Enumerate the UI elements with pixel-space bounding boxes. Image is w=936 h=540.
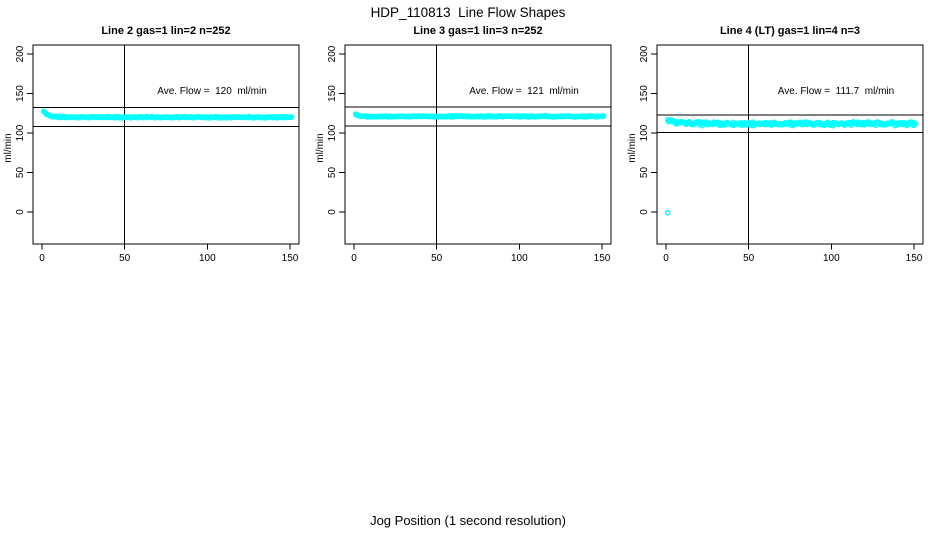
data-point (600, 113, 607, 119)
y-tick-label: 50 (327, 167, 338, 179)
y-axis-label: ml/min (3, 133, 14, 163)
plot-border (32, 44, 300, 245)
y-tick-label: 50 (15, 167, 26, 179)
y-tick-label: 100 (327, 124, 338, 141)
x-tick-label: 100 (511, 253, 528, 264)
panel-line-4: 0 50 100 150 0 50 100 150 200 Line 4 (LT) gas=1 … (624, 0, 936, 300)
y-tick-label: 0 (15, 209, 26, 215)
y-tick-label: 100 (639, 124, 650, 141)
x-tick-label: 50 (743, 253, 755, 264)
x-tick-label: 150 (282, 253, 299, 264)
y-tick-label: 0 (639, 209, 650, 215)
data-points (40, 108, 295, 121)
x-tick-label: 100 (823, 253, 840, 264)
y-axis-label: ml/min (315, 133, 326, 163)
x-tick-label: 50 (431, 253, 443, 264)
outlier-point (664, 209, 671, 216)
panel-title: Line 4 (LT) gas=1 lin=4 n=3 (719, 25, 861, 37)
x-tick-label: 50 (119, 253, 131, 264)
y-axis-label: ml/min (627, 133, 638, 163)
data-point (912, 120, 919, 127)
panel-line-3: 0 50 100 150 0 50 100 150 200 Line 3 gas=1 lin=3… (312, 0, 624, 300)
y-tick-label: 150 (15, 85, 26, 102)
y-tick-label: 0 (327, 209, 338, 215)
x-tick-label: 0 (663, 253, 669, 264)
y-tick-label: 150 (639, 85, 650, 102)
data-point (288, 114, 295, 120)
plot-area-line-3: 0 50 100 150 0 50 100 150 200 (327, 44, 612, 264)
y-tick-label: 200 (327, 45, 338, 62)
y-tick-label: 50 (639, 167, 650, 179)
x-tick-label: 150 (906, 253, 923, 264)
x-tick-label: 100 (199, 253, 216, 264)
ave-flow-annotation: Ave. Flow = 121 ml/min (469, 86, 579, 97)
ave-flow-annotation: Ave. Flow = 120 ml/min (157, 86, 267, 97)
y-tick-label: 100 (15, 124, 26, 141)
plot-border (344, 44, 612, 245)
x-tick-label: 150 (594, 253, 611, 264)
plot-area-line-4: 0 50 100 150 0 50 100 150 200 (639, 44, 924, 264)
data-points (352, 111, 607, 120)
ave-flow-annotation: Ave. Flow = 111.7 ml/min (777, 86, 895, 97)
x-axis-label: Jog Position (1 second resolution) (370, 513, 566, 528)
panel-title: Line 2 gas=1 lin=2 n=252 (101, 25, 231, 37)
plot-border (656, 44, 924, 245)
y-tick-label: 150 (327, 85, 338, 102)
main-title: HDP_110813 Line Flow Shapes (370, 5, 566, 20)
data-points (664, 116, 919, 216)
y-tick-label: 200 (639, 45, 650, 62)
panel-line-2: 0 50 100 150 0 50 100 150 200 Line 2 gas=1 lin=2… (0, 0, 312, 300)
plot-area-line-2: 0 50 100 150 0 50 100 150 200 (15, 44, 300, 264)
y-tick-label: 200 (15, 45, 26, 62)
panel-title: Line 3 gas=1 lin=3 n=252 (413, 25, 543, 37)
x-tick-label: 0 (39, 253, 45, 264)
x-tick-label: 0 (351, 253, 357, 264)
